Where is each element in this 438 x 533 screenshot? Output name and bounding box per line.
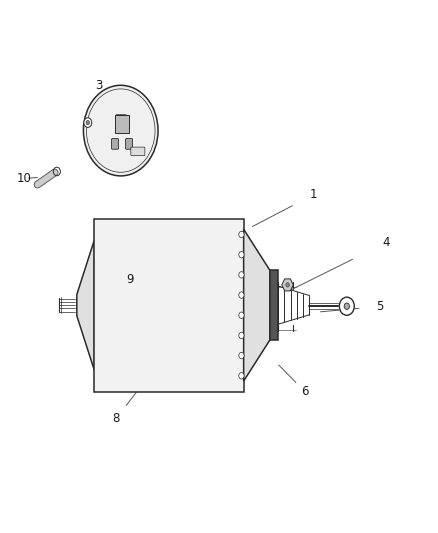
Circle shape: [86, 120, 89, 125]
Polygon shape: [243, 229, 269, 381]
Circle shape: [238, 252, 244, 258]
FancyBboxPatch shape: [131, 147, 145, 156]
Text: 3: 3: [95, 79, 102, 92]
Circle shape: [238, 312, 244, 318]
Circle shape: [83, 85, 158, 176]
FancyBboxPatch shape: [269, 271, 277, 340]
Text: 10: 10: [17, 172, 32, 185]
Text: 1: 1: [309, 188, 317, 201]
Circle shape: [238, 352, 244, 359]
Circle shape: [238, 292, 244, 298]
Text: 8: 8: [113, 412, 120, 425]
FancyBboxPatch shape: [125, 139, 132, 149]
FancyBboxPatch shape: [116, 115, 126, 123]
Circle shape: [339, 297, 353, 316]
Circle shape: [238, 332, 244, 338]
Circle shape: [238, 272, 244, 278]
Circle shape: [238, 231, 244, 238]
Circle shape: [343, 303, 349, 309]
FancyBboxPatch shape: [94, 219, 243, 392]
Text: 5: 5: [375, 300, 382, 313]
Text: 4: 4: [381, 236, 389, 249]
Circle shape: [84, 118, 92, 127]
Circle shape: [238, 373, 244, 379]
Polygon shape: [77, 240, 94, 370]
Text: 6: 6: [300, 385, 308, 398]
Circle shape: [285, 282, 289, 287]
FancyBboxPatch shape: [111, 139, 118, 149]
FancyBboxPatch shape: [115, 115, 128, 133]
Text: 9: 9: [125, 273, 133, 286]
